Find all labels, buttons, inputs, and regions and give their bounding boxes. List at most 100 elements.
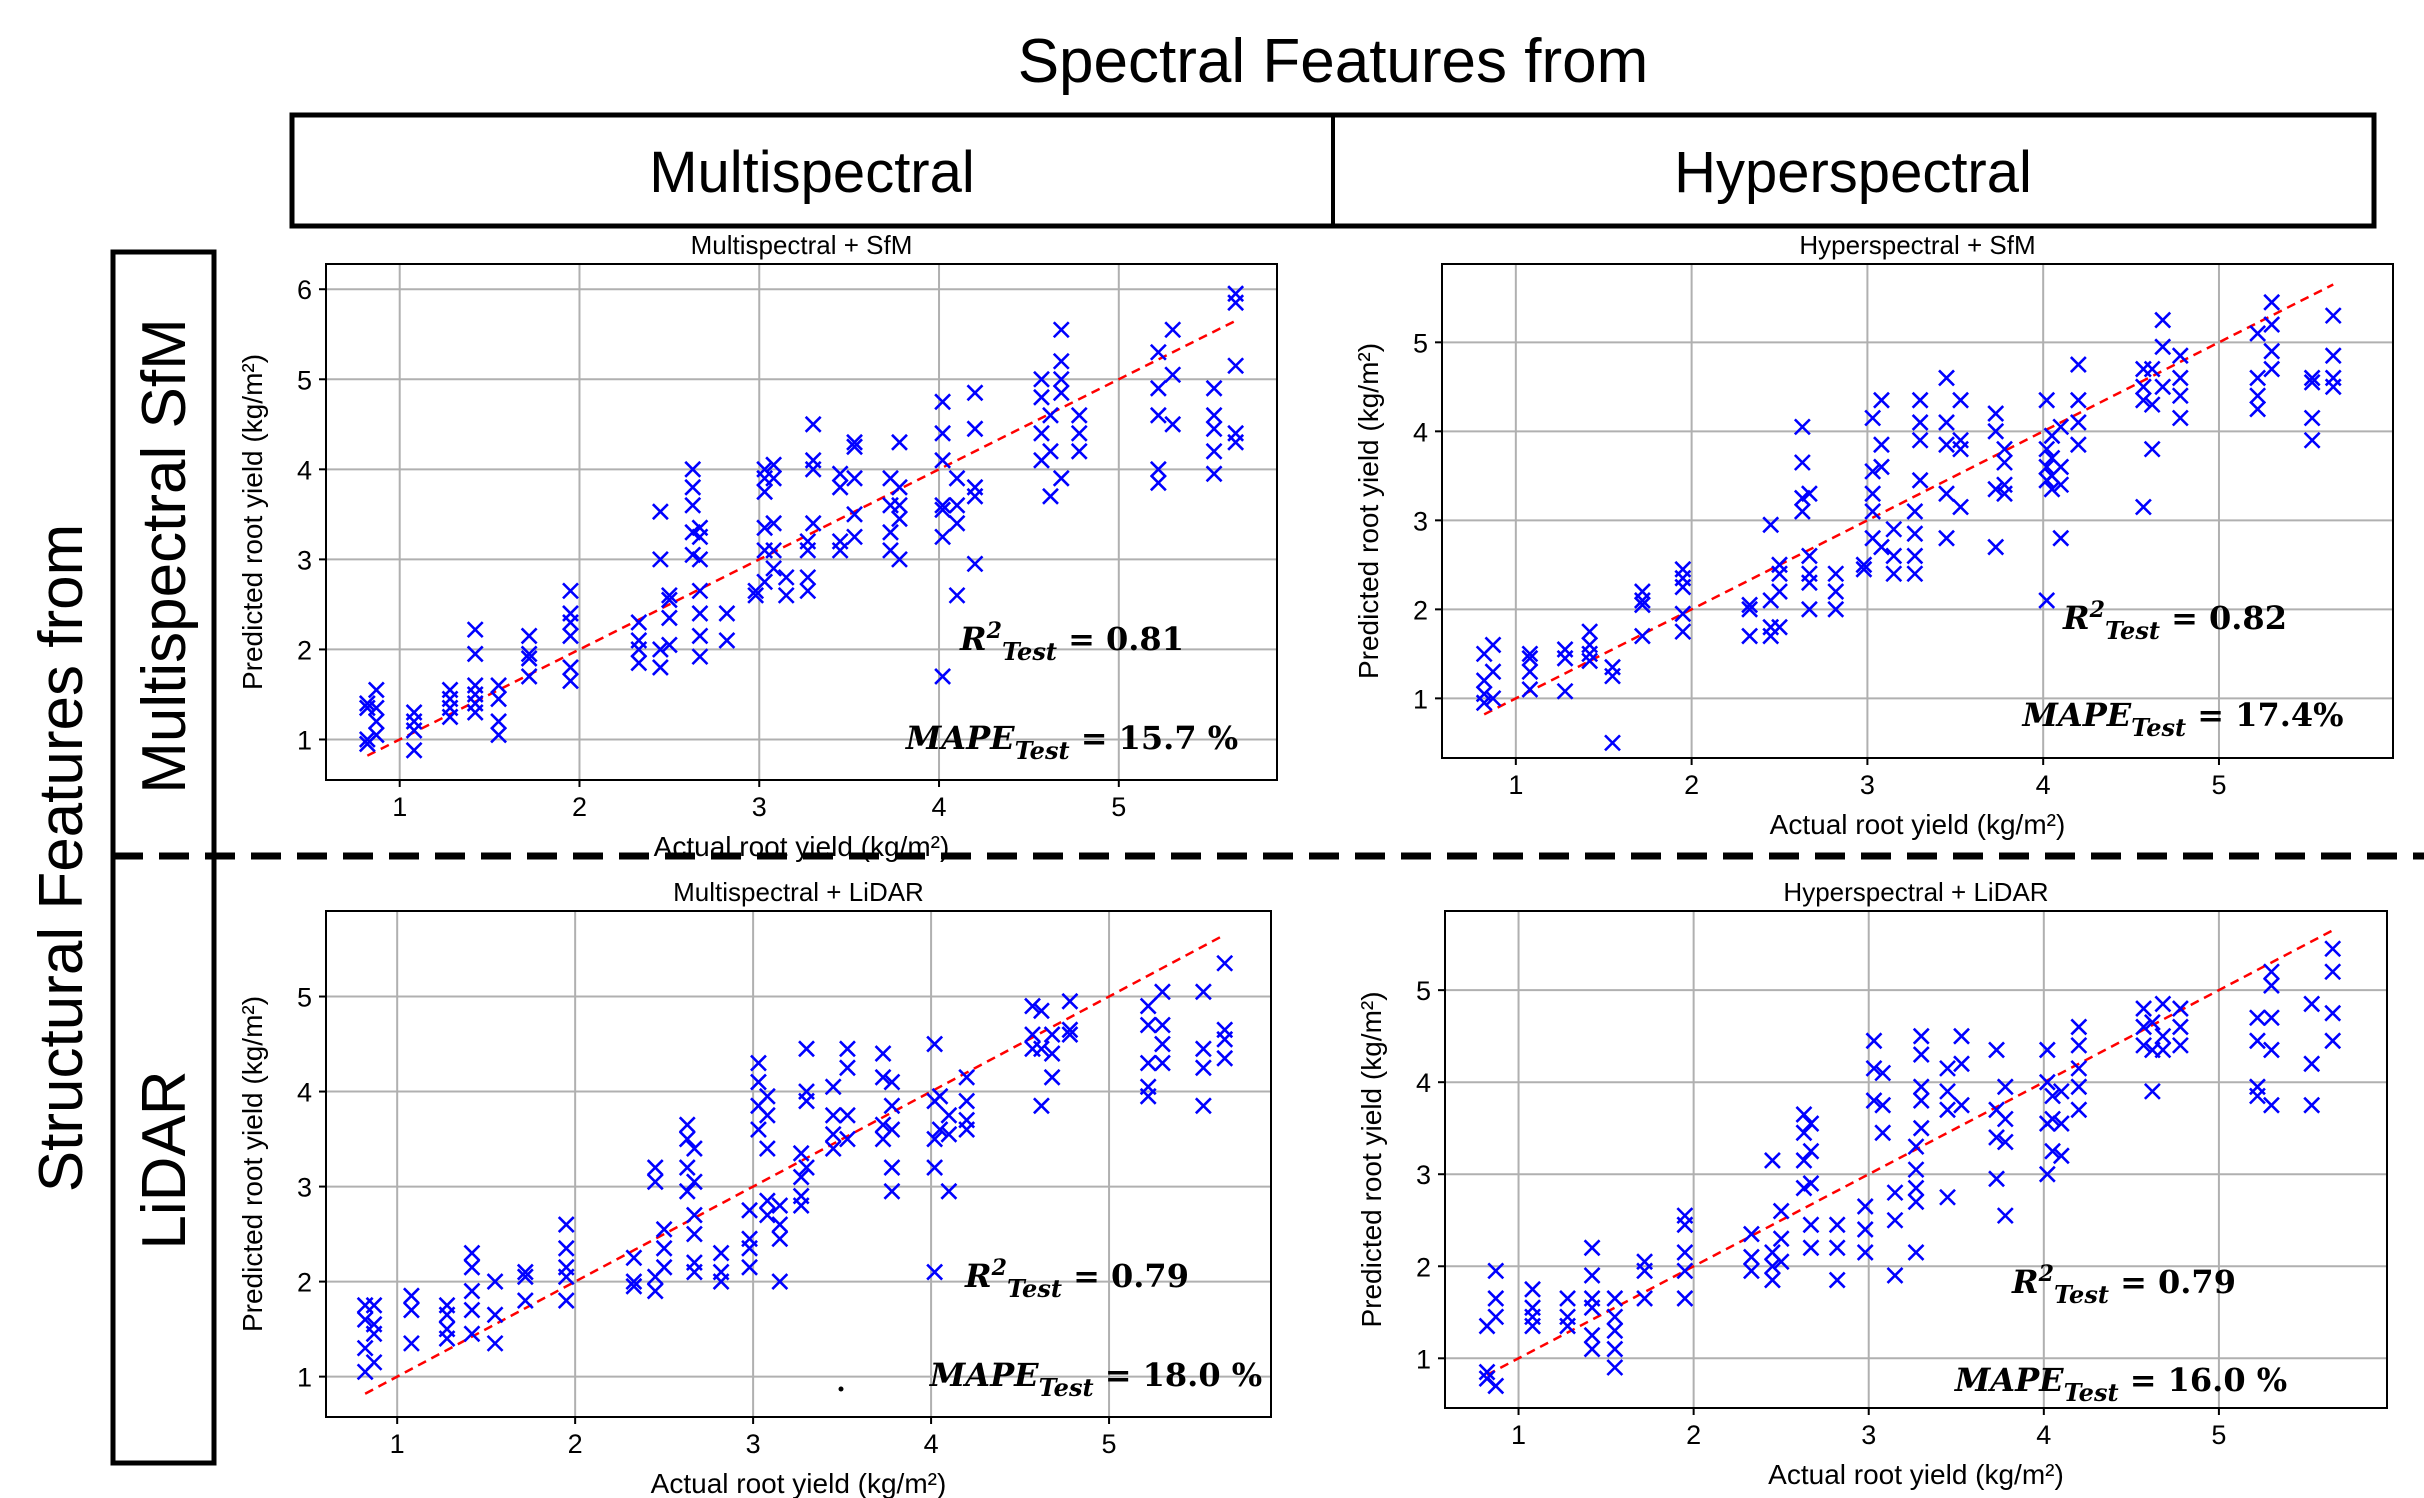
data-point-x-marker	[2263, 360, 2281, 378]
r2-superscript: 2	[991, 1255, 1007, 1281]
y-tick-label: 4	[297, 455, 312, 485]
data-point-x-marker	[1583, 1299, 1601, 1317]
data-point-x-marker	[684, 496, 702, 514]
data-point-x-marker	[798, 1092, 815, 1110]
data-point-x-marker	[1771, 618, 1788, 636]
data-point-x-marker	[691, 528, 709, 546]
data-point-x-marker	[824, 1140, 842, 1157]
data-point-x-marker	[2134, 378, 2152, 396]
data-point-x-marker	[1070, 442, 1088, 460]
data-point-x-marker	[2171, 369, 2189, 387]
data-point-x-marker	[1996, 1133, 2014, 1151]
data-point-x-marker	[2038, 1165, 2056, 1183]
mape-value: = 17.4%	[2186, 696, 2343, 734]
data-point-x-marker	[1827, 583, 1845, 600]
y-tick-label: 2	[1413, 595, 1428, 625]
data-point-x-marker	[1795, 1105, 1813, 1123]
data-point-x-marker	[1033, 1002, 1050, 1020]
data-point-x-marker	[2038, 1073, 2056, 1091]
data-point-x-marker	[1205, 420, 1223, 438]
data-point-x-marker	[1205, 442, 1223, 460]
data-point-x-marker	[1771, 565, 1788, 583]
data-point-x-marker	[1938, 414, 1955, 431]
data-point-x-marker	[1793, 503, 1811, 520]
data-point-x-marker	[1827, 565, 1845, 583]
column-header-multispectral: Multispectral	[649, 140, 975, 205]
data-point-x-marker	[655, 1220, 673, 1238]
data-point-x-marker	[1987, 422, 2005, 440]
data-point-x-marker	[2143, 360, 2161, 378]
data-point-x-marker	[557, 1292, 575, 1310]
data-point-x-marker	[463, 1244, 481, 1262]
data-point-x-marker	[367, 699, 385, 717]
data-point-x-marker	[356, 1339, 374, 1357]
data-point-x-marker	[1938, 436, 1955, 454]
x-tick-label: 4	[932, 792, 947, 822]
data-point-x-marker	[403, 1334, 420, 1352]
data-point-x-marker	[1953, 1027, 1970, 1045]
data-point-x-marker	[1139, 997, 1157, 1015]
data-point-x-marker	[831, 541, 849, 559]
data-point-x-marker	[2052, 476, 2070, 494]
mape-annotation: MAPETest = 17.4%	[2021, 696, 2343, 742]
data-point-x-marker	[2303, 373, 2321, 391]
data-point-x-marker	[1052, 352, 1070, 370]
data-point-x-marker	[1674, 578, 1692, 596]
one-to-one-line	[1486, 929, 2334, 1376]
data-point-x-marker	[1559, 1290, 1576, 1307]
x-tick-label: 5	[1102, 1429, 1117, 1459]
data-point-x-marker	[1052, 370, 1070, 388]
data-point-x-marker	[1855, 556, 1873, 574]
y-tick-label: 5	[297, 365, 312, 395]
data-point-x-marker	[1953, 1096, 1970, 1114]
data-point-x-marker	[926, 1035, 944, 1053]
y-tick-label: 2	[297, 1268, 312, 1298]
data-point-x-marker	[678, 1159, 696, 1176]
data-point-x-marker	[2171, 1036, 2189, 1054]
data-point-x-marker	[516, 1292, 534, 1310]
data-point-x-marker	[1633, 592, 1651, 609]
data-point-x-marker	[1855, 560, 1873, 578]
data-point-x-marker	[684, 460, 702, 478]
y-tick-label: 1	[1416, 1344, 1431, 1374]
data-point-x-marker	[958, 1121, 976, 1138]
data-point-x-marker	[516, 1263, 534, 1281]
data-point-x-marker	[1800, 485, 1818, 503]
mape-value: = 18.0 %	[1094, 1356, 1263, 1394]
data-point-x-marker	[660, 586, 678, 604]
data-point-x-marker	[2249, 369, 2267, 387]
data-point-x-marker	[758, 1192, 776, 1210]
data-point-x-marker	[490, 713, 508, 730]
x-tick-label: 4	[2036, 1420, 2051, 1450]
data-point-x-marker	[712, 1244, 730, 1262]
data-point-x-marker	[520, 650, 538, 667]
data-point-x-marker	[367, 681, 385, 699]
data-point-x-marker	[691, 550, 709, 568]
data-point-x-marker	[948, 469, 966, 487]
mape-annotation: MAPETest = 16.0 %	[1954, 1361, 2287, 1407]
data-point-x-marker	[839, 1040, 856, 1058]
data-point-x-marker	[1772, 1230, 1790, 1248]
data-point-x-marker	[1676, 1262, 1694, 1280]
data-point-x-marker	[1194, 1040, 1212, 1058]
data-point-x-marker	[1033, 388, 1050, 406]
data-point-x-marker	[1802, 1115, 1820, 1133]
data-point-x-marker	[1052, 321, 1070, 339]
data-point-x-marker	[1475, 694, 1493, 712]
data-point-x-marker	[678, 1182, 696, 1200]
data-point-x-marker	[562, 659, 579, 676]
data-point-x-marker	[1953, 1055, 1970, 1073]
data-point-x-marker	[1033, 370, 1050, 388]
data-point-x-marker	[831, 478, 849, 496]
plot-area	[1445, 911, 2387, 1408]
data-point-x-marker	[1194, 983, 1212, 1001]
data-point-x-marker	[2249, 387, 2267, 405]
data-point-x-marker	[799, 582, 817, 600]
data-point-x-marker	[2154, 1027, 2172, 1045]
x-tick-label: 2	[1686, 1420, 1701, 1450]
data-point-x-marker	[1205, 465, 1223, 483]
data-point-x-marker	[1674, 605, 1692, 623]
data-point-x-marker	[1856, 1221, 1874, 1238]
data-point-x-marker	[1227, 433, 1245, 451]
